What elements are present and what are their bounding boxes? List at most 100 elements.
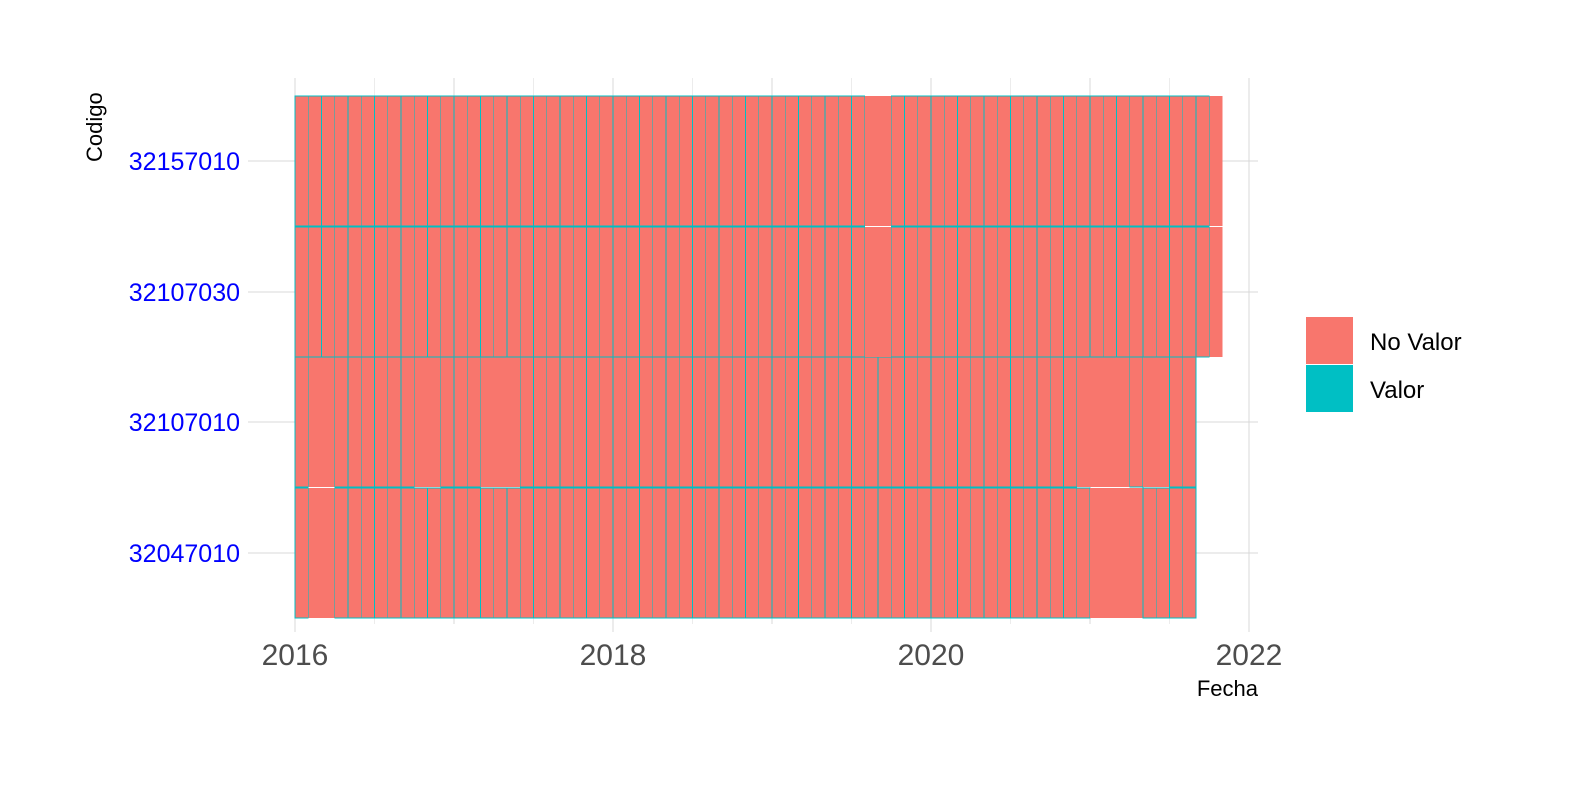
tile-valor bbox=[639, 95, 654, 227]
tile-valor bbox=[996, 356, 1011, 488]
tile-valor bbox=[917, 487, 932, 619]
tile-valor bbox=[837, 356, 852, 488]
tile-valor bbox=[957, 226, 972, 358]
tile-valor bbox=[334, 487, 349, 619]
tile-valor bbox=[519, 356, 534, 488]
tile-valor bbox=[453, 487, 468, 619]
tile-valor bbox=[1129, 226, 1144, 358]
tile-valor bbox=[1049, 95, 1064, 227]
tile-valor bbox=[811, 356, 826, 488]
tile-valor bbox=[1129, 95, 1144, 227]
tile-valor bbox=[930, 356, 945, 488]
tile-valor bbox=[678, 487, 693, 619]
tile-valor bbox=[559, 226, 574, 358]
tile-valor bbox=[321, 226, 336, 358]
tile-valor bbox=[572, 226, 587, 358]
tile-valor bbox=[983, 356, 998, 488]
tile-valor bbox=[771, 95, 786, 227]
tile-valor bbox=[493, 95, 508, 227]
tile-valor bbox=[586, 487, 601, 619]
tile-valor bbox=[692, 356, 707, 488]
tile-no-valor bbox=[427, 357, 441, 487]
legend-swatch bbox=[1306, 317, 1353, 364]
tile-valor bbox=[758, 356, 773, 488]
tile-valor bbox=[374, 356, 389, 488]
tile-valor bbox=[1023, 487, 1038, 619]
tile-valor bbox=[519, 487, 534, 619]
tile-valor bbox=[347, 95, 362, 227]
tile-valor bbox=[758, 95, 773, 227]
tile-valor bbox=[440, 226, 455, 358]
tile-valor bbox=[943, 226, 958, 358]
tile-valor bbox=[321, 95, 336, 227]
tile-valor bbox=[1169, 226, 1184, 358]
tile-valor bbox=[1010, 95, 1025, 227]
tile-valor bbox=[440, 356, 455, 488]
tile-valor bbox=[798, 95, 813, 227]
tile-valor bbox=[533, 95, 548, 227]
tile-valor bbox=[559, 95, 574, 227]
tile-valor bbox=[625, 95, 640, 227]
x-tick-label: 2020 bbox=[898, 639, 965, 672]
tile-no-valor bbox=[1156, 357, 1170, 487]
y-tick-label: 32107010 bbox=[129, 409, 240, 437]
tile-valor bbox=[877, 487, 892, 619]
tile-valor bbox=[983, 95, 998, 227]
legend: No Valor Valor bbox=[1306, 317, 1462, 412]
tile-valor bbox=[904, 95, 919, 227]
tile-valor bbox=[612, 487, 627, 619]
tile-valor bbox=[334, 356, 349, 488]
tile-no-valor bbox=[1129, 488, 1143, 618]
tile-valor bbox=[519, 226, 534, 358]
tile-valor bbox=[1169, 487, 1184, 619]
tile-valor bbox=[559, 487, 574, 619]
tile-valor bbox=[996, 487, 1011, 619]
y-axis-ticks: 32047010 32107010 32107030 32157010 bbox=[129, 148, 240, 568]
tile-valor bbox=[943, 356, 958, 488]
tile-valor bbox=[294, 487, 309, 619]
tile-valor bbox=[970, 95, 985, 227]
tile-valor bbox=[360, 356, 375, 488]
tile-valor bbox=[307, 226, 322, 358]
tile-no-valor bbox=[1090, 488, 1104, 618]
tile-valor bbox=[798, 487, 813, 619]
tile-valor bbox=[811, 95, 826, 227]
tile-valor bbox=[466, 356, 481, 488]
tile-valor bbox=[665, 487, 680, 619]
tile-valor bbox=[771, 226, 786, 358]
tile-valor bbox=[784, 356, 799, 488]
tile-valor bbox=[837, 95, 852, 227]
tile-valor bbox=[943, 95, 958, 227]
tile-valor bbox=[718, 487, 733, 619]
tile-valor bbox=[745, 95, 760, 227]
tile-valor bbox=[533, 487, 548, 619]
tile-no-valor bbox=[507, 357, 521, 487]
tile-valor bbox=[334, 95, 349, 227]
tile-valor bbox=[586, 226, 601, 358]
tile-valor bbox=[1182, 487, 1197, 619]
tile-valor bbox=[480, 487, 495, 619]
tile-no-valor bbox=[864, 227, 878, 357]
tile-valor bbox=[413, 487, 428, 619]
tile-valor bbox=[413, 95, 428, 227]
tile-valor bbox=[996, 226, 1011, 358]
tile-no-valor bbox=[308, 357, 322, 487]
tile-valor bbox=[1195, 226, 1210, 358]
tile-valor bbox=[745, 226, 760, 358]
tile-valor bbox=[360, 487, 375, 619]
tile-valor bbox=[957, 487, 972, 619]
tile-valor bbox=[599, 226, 614, 358]
tile-valor bbox=[1195, 95, 1210, 227]
tile-valor bbox=[1010, 356, 1025, 488]
tile-valor bbox=[678, 226, 693, 358]
tile-valor bbox=[771, 487, 786, 619]
tile-valor bbox=[917, 226, 932, 358]
tile-valor bbox=[1076, 487, 1091, 619]
tile-valor bbox=[625, 226, 640, 358]
tile-valor bbox=[427, 487, 442, 619]
tile-no-valor bbox=[1143, 357, 1157, 487]
tile-valor bbox=[546, 226, 561, 358]
tile-valor bbox=[943, 487, 958, 619]
tile-valor bbox=[440, 487, 455, 619]
tile-valor bbox=[904, 226, 919, 358]
